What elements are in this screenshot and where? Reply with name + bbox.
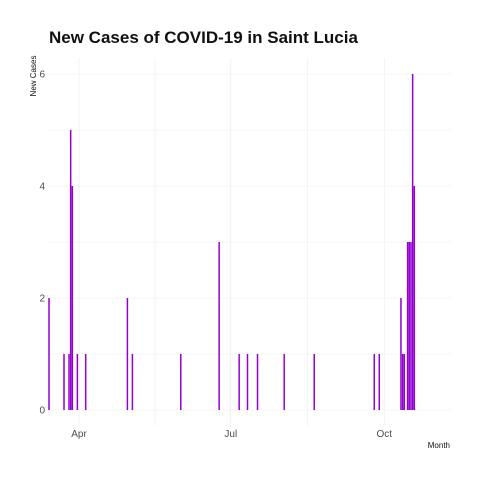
bar	[401, 354, 404, 410]
bar	[283, 354, 285, 410]
bar	[313, 354, 315, 410]
bar	[63, 354, 65, 410]
bar	[378, 354, 381, 410]
grid-lines	[49, 58, 451, 426]
x-tick-label: Oct	[376, 429, 392, 440]
bar	[413, 186, 416, 410]
chart-title: New Cases of COVID-19 in Saint Lucia	[49, 28, 358, 47]
x-tick-label: Jul	[224, 429, 237, 440]
bar	[69, 130, 72, 410]
y-tick-label: 4	[39, 182, 45, 193]
y-axis-ticks: 0 2 4 6	[39, 70, 45, 417]
y-tick-label: 6	[39, 70, 45, 81]
bar	[408, 242, 411, 410]
bars	[48, 74, 416, 410]
y-tick-label: 2	[39, 294, 45, 305]
bar	[373, 354, 376, 410]
x-tick-label: Apr	[71, 429, 87, 440]
bar	[218, 242, 220, 410]
bar	[256, 354, 259, 410]
x-axis-ticks: Apr Jul Oct	[71, 429, 392, 440]
bar	[410, 242, 412, 410]
bar	[126, 298, 129, 410]
bar	[400, 298, 402, 410]
bar	[411, 74, 414, 410]
x-axis-title: Month	[428, 441, 450, 450]
bar	[84, 354, 87, 410]
bar	[246, 354, 249, 410]
bar	[48, 298, 50, 410]
bar	[180, 354, 182, 410]
bar	[131, 354, 134, 410]
bar	[403, 354, 406, 410]
y-tick-label: 0	[39, 406, 45, 417]
bar	[71, 186, 74, 410]
bar	[238, 354, 240, 410]
bar	[76, 354, 79, 410]
y-axis-title: New Cases	[29, 56, 38, 97]
bar	[406, 242, 409, 410]
bar	[68, 354, 70, 410]
